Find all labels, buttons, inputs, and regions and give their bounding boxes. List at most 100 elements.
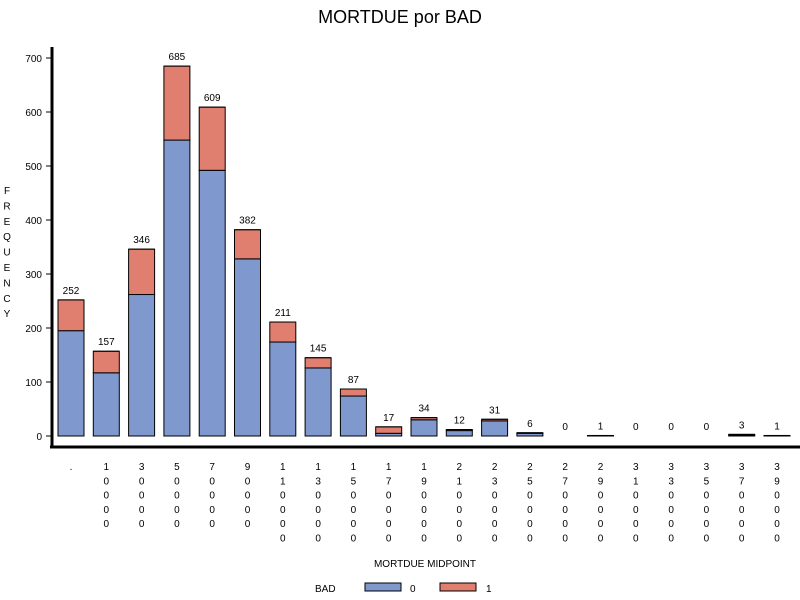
bar-total-label: 17	[383, 413, 395, 424]
x-tick-label-char: 3	[739, 462, 745, 473]
legend-swatch-0	[364, 582, 402, 592]
x-tick-label-char: 0	[280, 519, 286, 530]
x-tick-label-char: 0	[386, 505, 392, 516]
x-tick-label-char: 0	[492, 505, 498, 516]
x-tick-label-char: 0	[421, 505, 427, 516]
x-tick-label-char: 0	[104, 519, 110, 530]
bar-segment-.-0	[57, 330, 85, 437]
x-tick-label-char: 3	[139, 462, 145, 473]
x-tick-label-char: 0	[633, 491, 639, 502]
x-tick-label-char: 5	[704, 476, 710, 487]
bar-total-label: 157	[98, 337, 115, 348]
x-tick-label-char: 0	[774, 519, 780, 530]
x-tick-label-char: 0	[386, 491, 392, 502]
y-axis-label-char: E	[4, 217, 11, 228]
x-tick-label-char: 0	[245, 519, 251, 530]
x-tick-label-char: 0	[492, 491, 498, 502]
x-tick-label-char: 1	[280, 476, 286, 487]
y-tick-label: 400	[25, 216, 42, 227]
x-tick-label-char: 3	[633, 462, 639, 473]
x-tick-label-char: 0	[139, 476, 145, 487]
bar-total-label: 34	[418, 404, 430, 415]
bar-segment-170000-1	[375, 426, 403, 434]
x-tick-label-char: 0	[668, 519, 674, 530]
bar-total-label: 0	[633, 422, 639, 433]
bar-total-label: 382	[239, 216, 256, 227]
legend-label-1: 1	[486, 584, 492, 595]
x-tick-label-char: 7	[562, 476, 568, 487]
x-tick-label-char: 0	[598, 505, 604, 516]
bar-total-label: 211	[275, 308, 291, 319]
y-axis-label-char: Q	[3, 232, 11, 243]
legend-title: BAD	[315, 584, 336, 595]
x-tick-label-char: 0	[668, 491, 674, 502]
x-tick-label-char: 0	[633, 519, 639, 530]
bar-total-label: 3	[739, 420, 745, 431]
bar-segment-10000-1	[92, 350, 120, 374]
x-tick-label-char: 3	[668, 476, 674, 487]
x-tick-label-char: 7	[209, 462, 215, 473]
x-tick-label-char: 2	[562, 462, 568, 473]
x-tick-label-char: 0	[457, 534, 463, 545]
legend: BAD 0 1	[315, 582, 492, 595]
x-tick-label-char: 0	[633, 505, 639, 516]
y-tick-label: 700	[25, 54, 42, 65]
x-tick-label-char: 0	[774, 534, 780, 545]
x-tick-label-char: 0	[527, 491, 533, 502]
x-tick-label-char: 0	[351, 534, 357, 545]
x-tick-label-char: 0	[139, 491, 145, 502]
x-tick-label-char: 0	[174, 476, 180, 487]
x-tick-label-char: 0	[739, 534, 745, 545]
x-tick-label-char: 0	[457, 519, 463, 530]
bar-total-label: 346	[133, 235, 150, 246]
x-tick-label-char: 3	[668, 462, 674, 473]
x-tick-label-char: 0	[457, 491, 463, 502]
y-ticks: 0 100 200 300 400 500 600 700	[25, 54, 52, 443]
x-tick-label-char: 0	[209, 505, 215, 516]
bar-segment-130000-1	[304, 357, 332, 369]
x-tick-label-char: 0	[174, 519, 180, 530]
bar-segment-110000-0	[269, 341, 297, 437]
bar-segment-90000-1	[234, 229, 261, 260]
x-tick-label-char: .	[70, 462, 73, 473]
x-ticks: . 1 0 0 0 0 3 0 0 0 0 5 0 0 0 0 7 0 0 0 0 9 0 0 0 0 1 1 0 0 0 0 1 3 0 0 0 0 1 5…	[70, 462, 781, 545]
x-tick-label-char: 0	[492, 534, 498, 545]
x-tick-label-char: 7	[386, 476, 392, 487]
x-tick-label-char: 9	[774, 476, 780, 487]
bar-segment-130000-0	[304, 367, 332, 437]
x-tick-label-char: 0	[739, 519, 745, 530]
bar-total-label: 1	[774, 421, 780, 432]
bar-segment-30000-0	[128, 294, 156, 437]
x-tick-label-char: 1	[280, 462, 286, 473]
legend-swatch-1	[439, 582, 477, 592]
x-tick-label-char: 3	[492, 476, 498, 487]
x-tick-label-char: 0	[421, 491, 427, 502]
x-tick-label-char: 0	[315, 505, 321, 516]
x-tick-label-char: 2	[492, 462, 498, 473]
bar-total-label: 685	[169, 52, 186, 63]
bar-segment-30000-1	[128, 248, 156, 296]
x-tick-label-char: 0	[562, 505, 568, 516]
y-axis-label-char: C	[3, 294, 10, 305]
x-tick-label-char: 0	[174, 491, 180, 502]
x-tick-label-char: 0	[598, 519, 604, 530]
y-tick-label: 100	[25, 378, 42, 389]
x-tick-label-char: 0	[598, 534, 604, 545]
x-tick-label-char: 1	[386, 462, 392, 473]
x-tick-label-char: 0	[704, 491, 710, 502]
x-tick-label-char: 0	[104, 505, 110, 516]
x-tick-label-char: 0	[562, 534, 568, 545]
bar-total-label: 87	[348, 375, 360, 386]
x-tick-label-char: 0	[174, 505, 180, 516]
x-tick-label-char: 0	[527, 519, 533, 530]
bar-total-label: 1	[598, 421, 604, 432]
x-axis-label: MORTDUE MIDPOINT	[374, 559, 476, 570]
y-axis-label-char: F	[4, 186, 10, 197]
chart-title: MORTDUE por BAD	[318, 7, 482, 27]
x-tick-label-char: 0	[245, 491, 251, 502]
x-tick-label-char: 9	[598, 476, 604, 487]
x-tick-label-char: 0	[104, 476, 110, 487]
bar-segment-110000-1	[269, 321, 297, 343]
